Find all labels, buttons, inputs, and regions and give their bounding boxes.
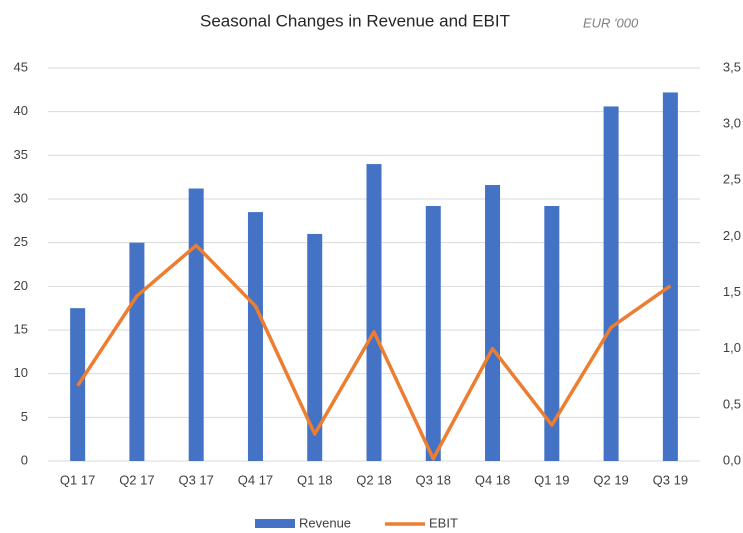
- chart-subtitle: EUR '000: [583, 15, 639, 30]
- y-tick-label: 30: [14, 190, 28, 205]
- bar: [603, 106, 619, 461]
- legend-swatch: [255, 519, 295, 528]
- x-tick-label: Q1 18: [297, 472, 332, 487]
- x-tick-label: Q3 18: [416, 472, 451, 487]
- y2-tick-label: 3,5: [723, 59, 741, 74]
- y-tick-label: 45: [14, 59, 28, 74]
- bar: [307, 233, 323, 461]
- bar: [247, 212, 263, 461]
- bar: [662, 92, 678, 461]
- x-tick-label: Q1 17: [60, 472, 95, 487]
- y2-tick-label: 1,5: [723, 284, 741, 299]
- bar: [366, 164, 382, 462]
- x-tick-label: Q1 19: [534, 472, 569, 487]
- y2-tick-label: 0,0: [723, 452, 741, 467]
- y-tick-label: 15: [14, 321, 28, 336]
- y-tick-label: 25: [14, 234, 28, 249]
- y-tick-label: 10: [14, 365, 28, 380]
- bar: [188, 188, 204, 461]
- x-tick-label: Q2 18: [356, 472, 391, 487]
- bar: [425, 205, 441, 461]
- x-tick-label: Q4 18: [475, 472, 510, 487]
- legend-label: Revenue: [299, 515, 351, 530]
- x-tick-label: Q3 17: [178, 472, 213, 487]
- line: [76, 243, 672, 461]
- x-tick-label: Q2 17: [119, 472, 154, 487]
- bar: [129, 242, 145, 461]
- chart-title: Seasonal Changes in Revenue and EBIT: [200, 11, 510, 30]
- y-tick-label: 20: [14, 278, 28, 293]
- y2-tick-label: 3,0: [723, 116, 741, 131]
- y2-tick-label: 2,0: [723, 228, 741, 243]
- y2-tick-label: 0,5: [723, 396, 741, 411]
- y-tick-label: 40: [14, 103, 28, 118]
- bar: [485, 185, 501, 461]
- legend-label: EBIT: [429, 515, 458, 530]
- x-tick-label: Q4 17: [238, 472, 273, 487]
- y-tick-label: 35: [14, 147, 28, 162]
- y-tick-label: 5: [21, 409, 28, 424]
- x-tick-label: Q2 19: [593, 472, 628, 487]
- y2-tick-label: 2,5: [723, 172, 741, 187]
- bar: [544, 205, 560, 461]
- y2-tick-label: 1,0: [723, 340, 741, 355]
- y-tick-label: 0: [21, 452, 28, 467]
- x-tick-label: Q3 19: [653, 472, 688, 487]
